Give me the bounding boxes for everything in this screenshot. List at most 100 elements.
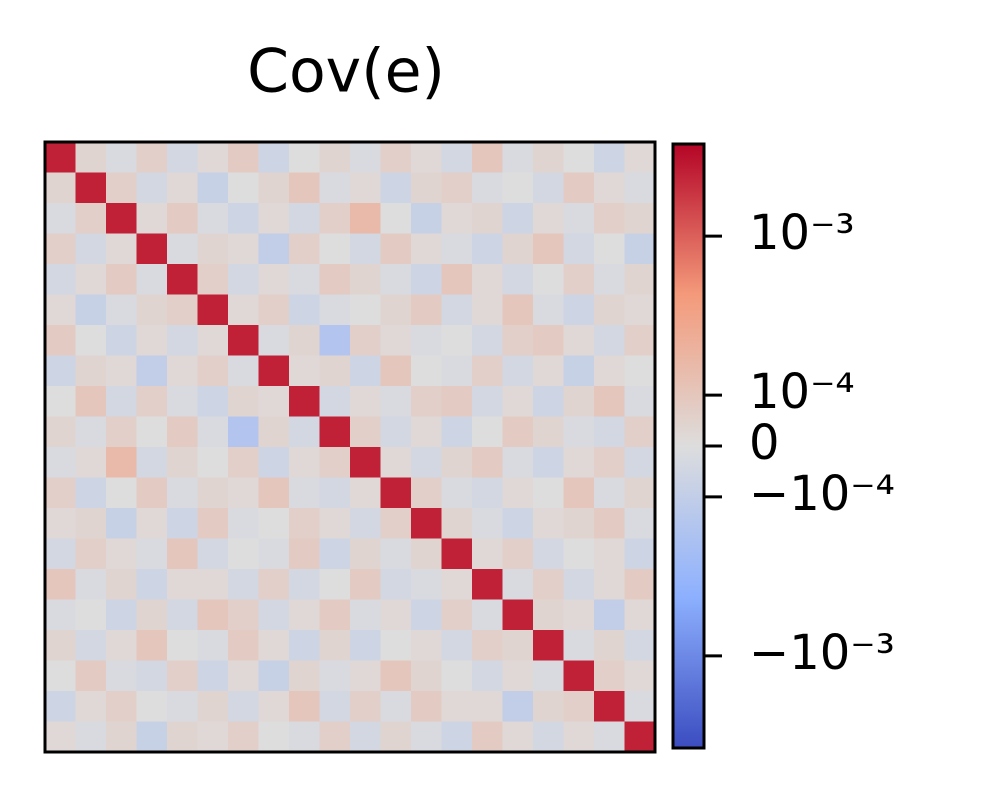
heatmap-cell [319, 264, 351, 295]
heatmap-cell [350, 203, 381, 234]
heatmap-cell [350, 294, 381, 326]
heatmap-cell [411, 691, 442, 722]
heatmap-cell [106, 386, 137, 417]
heatmap-cell [350, 233, 381, 265]
heatmap-cell [380, 355, 412, 387]
heatmap-cell [380, 416, 412, 448]
heatmap-cell [258, 599, 290, 631]
heatmap-cell [380, 599, 412, 631]
heatmap-cell [594, 294, 625, 326]
heatmap-cell [289, 172, 320, 204]
heatmap-cell [411, 355, 442, 387]
heatmap-cell [228, 660, 259, 692]
heatmap-cell [563, 386, 595, 417]
heatmap-cell [624, 416, 656, 448]
heatmap-cell [624, 508, 656, 539]
heatmap-cell [106, 355, 137, 387]
heatmap-cell [350, 416, 381, 448]
heatmap-cell [594, 660, 625, 692]
heatmap-cell [441, 142, 473, 173]
heatmap-cell [167, 386, 198, 417]
heatmap-cell [197, 599, 229, 631]
heatmap-cell [563, 355, 595, 387]
heatmap-cell [502, 599, 534, 631]
heatmap-cell [472, 294, 503, 326]
heatmap-cell [228, 569, 259, 600]
heatmap-cell [45, 721, 76, 753]
heatmap-cell [563, 691, 595, 722]
heatmap-cell [502, 660, 534, 692]
heatmap-cell [136, 569, 168, 600]
heatmap-cell [472, 355, 503, 387]
heatmap-cell [289, 294, 320, 326]
heatmap-cell [106, 264, 137, 295]
heatmap-cell [75, 203, 107, 234]
heatmap-cell [563, 477, 595, 509]
heatmap-cell [350, 569, 381, 600]
heatmap-cell [45, 203, 76, 234]
heatmap-cell [594, 142, 625, 173]
heatmap-cell [563, 721, 595, 753]
heatmap-cell [136, 264, 168, 295]
heatmap-cell [75, 325, 107, 356]
heatmap-cell [319, 447, 351, 478]
heatmap-cell [228, 508, 259, 539]
heatmap-cell [350, 355, 381, 387]
heatmap-cell [563, 203, 595, 234]
heatmap-cell [106, 203, 137, 234]
heatmap-cell [319, 508, 351, 539]
heatmap-cell [594, 264, 625, 295]
heatmap-cell [472, 569, 503, 600]
heatmap-cell [350, 691, 381, 722]
heatmap-cell [197, 416, 229, 448]
heatmap-cell [594, 355, 625, 387]
heatmap-cell [533, 233, 564, 265]
heatmap-cell [228, 355, 259, 387]
heatmap-cell [624, 599, 656, 631]
heatmap-cell [563, 660, 595, 692]
heatmap-cell [502, 447, 534, 478]
heatmap-cell [319, 386, 351, 417]
heatmap-cell [441, 477, 473, 509]
heatmap-cell [75, 233, 107, 265]
heatmap-cell [167, 538, 198, 570]
heatmap-cell [350, 660, 381, 692]
heatmap-cell [624, 477, 656, 509]
heatmap-cell [167, 172, 198, 204]
heatmap-cell [228, 630, 259, 661]
heatmap-cell [197, 203, 229, 234]
heatmap-cell [502, 325, 534, 356]
heatmap-cell [228, 447, 259, 478]
heatmap-cell [106, 508, 137, 539]
heatmap-cell [319, 416, 351, 448]
heatmap-cell [228, 538, 259, 570]
heatmap-cell [594, 203, 625, 234]
heatmap-cell [75, 264, 107, 295]
heatmap-cell [441, 599, 473, 631]
heatmap-cell [136, 142, 168, 173]
heatmap-cell [533, 599, 564, 631]
heatmap-cell [45, 447, 76, 478]
heatmap-cell [472, 172, 503, 204]
heatmap-cell [350, 599, 381, 631]
heatmap-cell [167, 203, 198, 234]
heatmap-cell [594, 721, 625, 753]
heatmap-cell [502, 538, 534, 570]
heatmap-cell [197, 325, 229, 356]
heatmap-cell [167, 508, 198, 539]
heatmap-cell [319, 660, 351, 692]
heatmap-cell [502, 508, 534, 539]
heatmap-cell [502, 416, 534, 448]
heatmap-cell [502, 386, 534, 417]
heatmap-cell [563, 294, 595, 326]
heatmap-cell [289, 355, 320, 387]
heatmap-cell [106, 294, 137, 326]
heatmap-cell [136, 599, 168, 631]
heatmap-cell [289, 203, 320, 234]
heatmap-cell [289, 325, 320, 356]
heatmap-cell [624, 203, 656, 234]
heatmap-cell [380, 538, 412, 570]
heatmap-cell [411, 142, 442, 173]
heatmap-cell [350, 142, 381, 173]
